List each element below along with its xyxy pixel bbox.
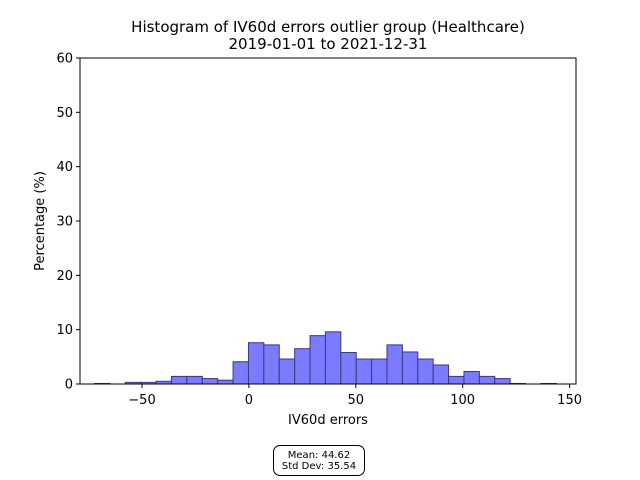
plot-frame — [79, 57, 577, 385]
y-tick-label: 50 — [56, 106, 73, 121]
y-tick-label: 60 — [56, 52, 73, 67]
histogram-bar — [217, 379, 234, 385]
y-tick-label: 30 — [56, 215, 73, 230]
histogram-bar — [448, 375, 465, 385]
histogram-bar — [186, 375, 203, 385]
histogram-bar — [371, 358, 388, 385]
histogram-bar — [340, 351, 357, 385]
y-tick-label: 40 — [56, 160, 73, 175]
y-axis-label: Percentage (%) — [33, 171, 48, 271]
stats-annotation: Mean: 44.62 Std Dev: 35.54 — [273, 445, 365, 476]
bars-group — [94, 331, 557, 385]
histogram-bar — [463, 371, 480, 385]
histogram-bar — [232, 361, 249, 385]
x-axis-label: IV60d errors — [288, 413, 368, 428]
std-dev-label: Std Dev: 35.54 — [281, 461, 357, 472]
y-axis: 0 10 20 30 40 50 60 — [56, 52, 80, 393]
histogram-bar — [386, 344, 403, 385]
histogram-bar — [263, 344, 280, 385]
histogram-bar — [247, 342, 265, 385]
histogram-bar — [401, 351, 419, 385]
histogram-bar — [417, 358, 434, 385]
x-tick-label: 150 — [557, 393, 582, 408]
x-axis: −50 0 50 100 150 — [128, 384, 582, 408]
histogram-bar — [432, 364, 450, 385]
histogram-bar — [324, 331, 342, 385]
x-tick-label: 0 — [245, 393, 253, 408]
histogram-bar — [494, 378, 511, 385]
histogram-bar — [294, 348, 311, 385]
y-tick-label: 0 — [65, 378, 73, 393]
histogram-bar — [309, 335, 326, 385]
histogram-bar — [201, 378, 219, 385]
histogram-bar — [355, 358, 373, 385]
histogram-bar — [278, 358, 296, 385]
x-tick-label: 50 — [348, 393, 365, 408]
x-tick-label: −50 — [128, 393, 155, 408]
mean-label: Mean: 44.62 — [287, 450, 351, 461]
chart-title: Histogram of IV60d errors outlier group … — [131, 18, 525, 36]
x-tick-label: 100 — [450, 393, 475, 408]
histogram-bar — [171, 375, 188, 385]
y-tick-label: 20 — [56, 269, 73, 284]
histogram-bar — [478, 375, 496, 385]
chart-subtitle: 2019-01-01 to 2021-12-31 — [229, 35, 428, 53]
y-tick-label: 10 — [56, 323, 73, 338]
